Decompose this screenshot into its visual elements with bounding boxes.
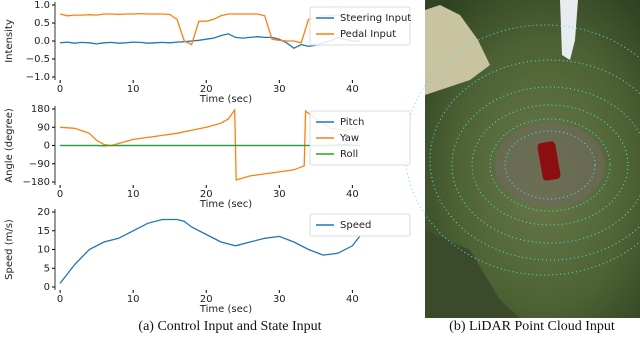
- y-tick-label: −180: [23, 177, 50, 188]
- x-tick-label: 40: [346, 294, 359, 305]
- y-tick-label: 0.5: [34, 18, 50, 29]
- lidar-ring: [489, 118, 611, 212]
- caption: (b) LiDAR Point Cloud Input: [449, 319, 615, 334]
- y-tick-label: 0.0: [34, 36, 50, 47]
- x-tick-label: 10: [127, 84, 140, 95]
- x-axis-label: Time (sec): [199, 199, 252, 210]
- x-axis-label: Time (sec): [199, 304, 252, 315]
- series-line: [59, 218, 361, 284]
- lidar-ring: [451, 86, 640, 244]
- x-tick-label: 0: [57, 294, 63, 305]
- x-tick-label: 20: [200, 84, 213, 95]
- lidar-ring: [429, 59, 640, 261]
- y-tick-label: 15: [37, 226, 50, 237]
- x-tick-label: 10: [127, 294, 140, 305]
- series-line: [60, 108, 360, 181]
- terrain: [425, 230, 520, 318]
- x-tick-label: 20: [200, 294, 213, 305]
- y-tick-label: −90: [29, 159, 50, 170]
- x-tick-label: 0: [57, 84, 63, 95]
- y-tick-label: −0.5: [26, 54, 50, 65]
- legend-label: Roll: [340, 149, 358, 160]
- x-tick-label: 40: [346, 84, 359, 95]
- legend-box: [309, 6, 411, 46]
- lidar-panel: [404, 0, 640, 318]
- legend-label: Pitch: [340, 117, 364, 128]
- legend-label: Steering Input: [340, 13, 411, 24]
- y-tick-label: 10: [37, 245, 50, 256]
- legend-label: Pedal Input: [340, 29, 396, 40]
- rock: [425, 5, 490, 95]
- car: [537, 141, 561, 181]
- y-axis-label: Angle (degree): [4, 108, 15, 183]
- y-axis-label: Speed (m/s): [4, 219, 15, 280]
- lidar-ring: [471, 104, 629, 226]
- y-tick-label: 180: [31, 104, 50, 115]
- x-tick-label: 10: [127, 189, 140, 200]
- lidar-ring: [504, 130, 596, 200]
- x-tick-label: 30: [273, 189, 286, 200]
- x-tick-label: 20: [200, 189, 213, 200]
- y-tick-label: 0: [44, 141, 50, 152]
- y-tick-label: 0: [44, 282, 50, 293]
- x-axis-label: Time (sec): [199, 94, 252, 105]
- legend-label: Speed: [340, 220, 371, 231]
- y-axis-label: Intensity: [4, 19, 15, 63]
- legend-box: [309, 110, 411, 166]
- y-tick-label: 20: [37, 207, 50, 218]
- series-line: [60, 144, 360, 147]
- x-tick-label: 30: [273, 84, 286, 95]
- y-tick-label: −1.0: [26, 72, 50, 83]
- x-tick-label: 40: [346, 189, 359, 200]
- caption: (a) Control Input and State Input: [138, 319, 321, 334]
- y-tick-label: 90: [37, 122, 50, 133]
- tree-trunk: [560, 0, 578, 60]
- y-tick-label: 5: [44, 263, 50, 274]
- x-tick-label: 30: [273, 294, 286, 305]
- legend-label: Yaw: [339, 133, 359, 144]
- y-tick-label: 1.0: [34, 0, 50, 11]
- x-tick-label: 0: [57, 189, 63, 200]
- legend-box: [309, 213, 411, 237]
- series-line: [60, 33, 360, 49]
